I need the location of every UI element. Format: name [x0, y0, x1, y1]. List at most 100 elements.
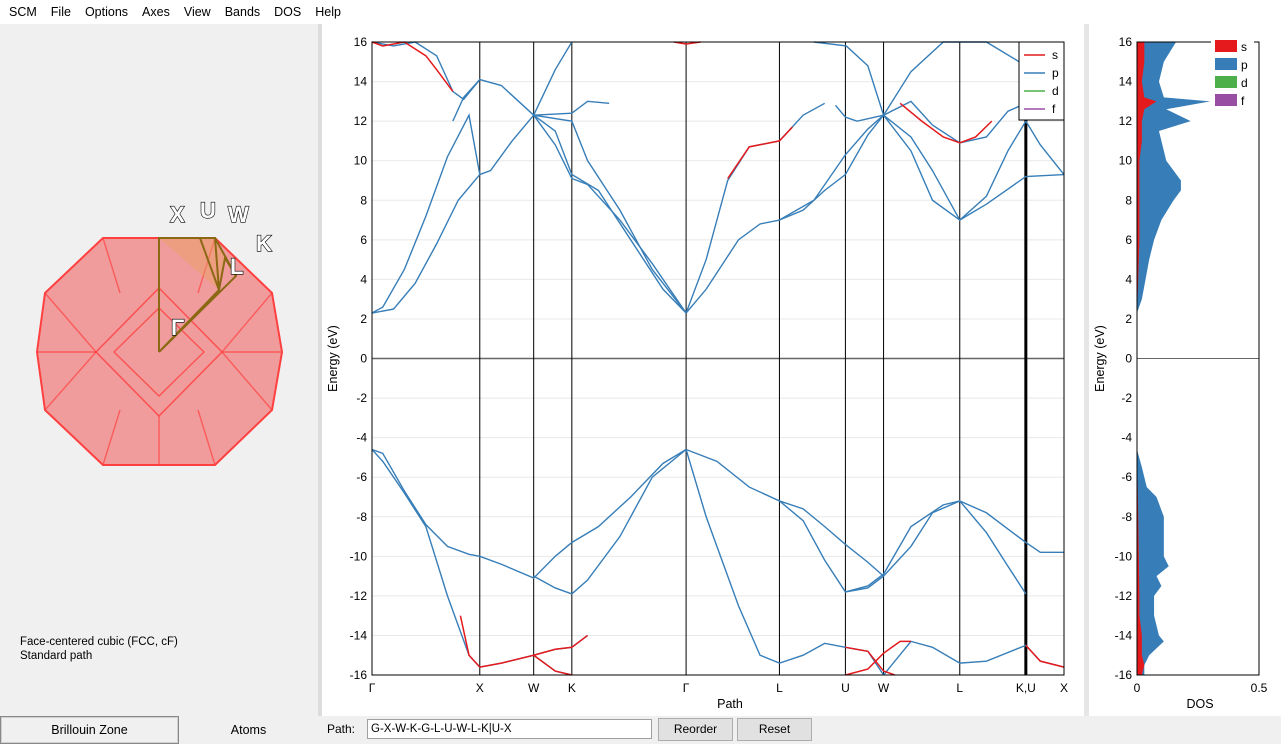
- y-tick-label: 2: [1125, 312, 1132, 326]
- x-tick-label: 0.5: [1251, 681, 1268, 695]
- x-tick-label: 0: [1134, 681, 1141, 695]
- bz-edge: [221, 351, 273, 411]
- band-line-s: [1025, 644, 1065, 668]
- dos-area-s: [1137, 42, 1157, 314]
- y-axis-label: Energy (eV): [326, 325, 340, 392]
- band-line: [371, 449, 481, 668]
- bz-edge: [197, 409, 216, 466]
- y-tick-label: 16: [354, 35, 368, 49]
- band-line: [813, 41, 885, 116]
- y-tick-label: 8: [360, 193, 367, 207]
- legend-swatch: [1215, 40, 1237, 52]
- x-tick-label: K: [568, 681, 576, 695]
- y-tick-label: -8: [1121, 510, 1132, 524]
- menu-file[interactable]: File: [50, 5, 71, 19]
- menu-options[interactable]: Options: [84, 5, 129, 19]
- x-tick-label: Γ: [369, 681, 376, 695]
- band-line: [371, 113, 481, 314]
- bz-square-face-inner: [112, 307, 206, 397]
- menu-bands[interactable]: Bands: [224, 5, 261, 19]
- y-tick-label: 2: [360, 312, 367, 326]
- tab-atoms[interactable]: Atoms: [179, 716, 318, 744]
- band-line: [883, 114, 1027, 222]
- y-tick-label: -2: [1121, 391, 1132, 405]
- bz-edge: [197, 237, 216, 294]
- legend-swatch: [1215, 76, 1237, 88]
- y-tick-label: -14: [1115, 628, 1133, 642]
- band-line: [533, 654, 573, 676]
- y-tick-label: 8: [1125, 193, 1132, 207]
- band-structure-panel: -16 -14 -12 -10 -8 -6 -4 -2 0 2 4 6 8 10 12 14 16 Γ X W K Γ L U…: [322, 24, 1084, 716]
- legend-entry: p: [1052, 66, 1059, 80]
- label-k: K: [256, 231, 272, 256]
- menu-scm[interactable]: SCM: [9, 5, 37, 19]
- legend-entry: f: [1241, 94, 1245, 108]
- dos-chart[interactable]: -16 -14 -12 -10 -8 -6 -4 -2 0 2 4 6 8 10 12 14 16 0 0.5 DOS…: [1089, 24, 1281, 716]
- y-tick-label: 14: [354, 75, 368, 89]
- x-axis-label: DOS: [1186, 697, 1213, 711]
- legend-swatch: [1215, 58, 1237, 70]
- y-tick-label: -6: [356, 470, 367, 484]
- x-tick-label: K,U: [1016, 681, 1036, 695]
- band-line: [371, 448, 480, 558]
- label-gamma: Γ: [171, 315, 184, 340]
- legend-swatch: [1215, 94, 1237, 106]
- brillouin-zone-view[interactable]: X U WKL Γ: [0, 24, 318, 614]
- x-tick-label: X: [476, 681, 484, 695]
- label-u: U: [200, 198, 216, 223]
- x-tick-label: X: [1060, 681, 1068, 695]
- y-tick-label: 6: [360, 233, 367, 247]
- y-tick-label: 0: [1125, 352, 1132, 366]
- menu-dos[interactable]: DOS: [274, 5, 302, 19]
- band-line-s: [479, 634, 589, 668]
- y-tick-label: -16: [1115, 668, 1133, 682]
- x-tick-label: U: [841, 681, 850, 695]
- band-line: [371, 41, 481, 101]
- menu-view[interactable]: View: [183, 5, 211, 19]
- path-bar: Path: Reorder Reset: [322, 716, 1281, 744]
- lattice-info: Face-centered cubic (FCC, cF) Standard p…: [20, 635, 178, 663]
- tab-brillouin-zone[interactable]: Brillouin Zone: [0, 716, 179, 744]
- legend-entry: s: [1241, 40, 1247, 54]
- band-line-s: [673, 41, 701, 45]
- x-tick-label: L: [776, 681, 783, 695]
- label-l: L: [230, 254, 243, 279]
- band-line: [533, 114, 687, 314]
- bz-edge: [221, 292, 273, 353]
- band-line: [533, 100, 610, 116]
- splitter-left[interactable]: [318, 24, 322, 716]
- x-tick-label: W: [878, 681, 890, 695]
- band-line: [533, 448, 687, 595]
- dos-area-p: [1137, 449, 1169, 675]
- y-tick-label: 6: [1125, 233, 1132, 247]
- bz-edge: [44, 292, 97, 353]
- dos-area-s: [1137, 449, 1145, 675]
- band-structure-chart[interactable]: -16 -14 -12 -10 -8 -6 -4 -2 0 2 4 6 8 10 12 14 16 Γ X W K Γ L U…: [322, 24, 1084, 716]
- y-tick-label: 4: [1125, 272, 1132, 286]
- x-axis-label: Path: [717, 697, 743, 711]
- reset-button[interactable]: Reset: [737, 718, 812, 741]
- band-line: [882, 41, 1041, 116]
- legend-entry: d: [1241, 76, 1248, 90]
- menu-help[interactable]: Help: [315, 5, 341, 19]
- path-type-text: Standard path: [20, 650, 93, 662]
- bz-edge: [44, 351, 97, 411]
- band-line: [685, 449, 885, 676]
- y-tick-label: -8: [356, 510, 367, 524]
- band-line-s: [899, 102, 993, 144]
- path-input[interactable]: [367, 719, 652, 739]
- menu-axes[interactable]: Axes: [142, 5, 170, 19]
- band-line: [685, 102, 826, 314]
- band-line-s: [727, 126, 793, 179]
- band-line: [685, 219, 780, 314]
- band-line: [452, 78, 535, 122]
- y-tick-label: -10: [350, 549, 368, 563]
- y-tick-label: 12: [354, 114, 368, 128]
- reorder-button[interactable]: Reorder: [658, 718, 733, 741]
- y-tick-label: -12: [1115, 589, 1133, 603]
- splitter-right[interactable]: [1084, 24, 1089, 716]
- band-line-s: [845, 640, 911, 676]
- y-tick-label: -2: [356, 391, 367, 405]
